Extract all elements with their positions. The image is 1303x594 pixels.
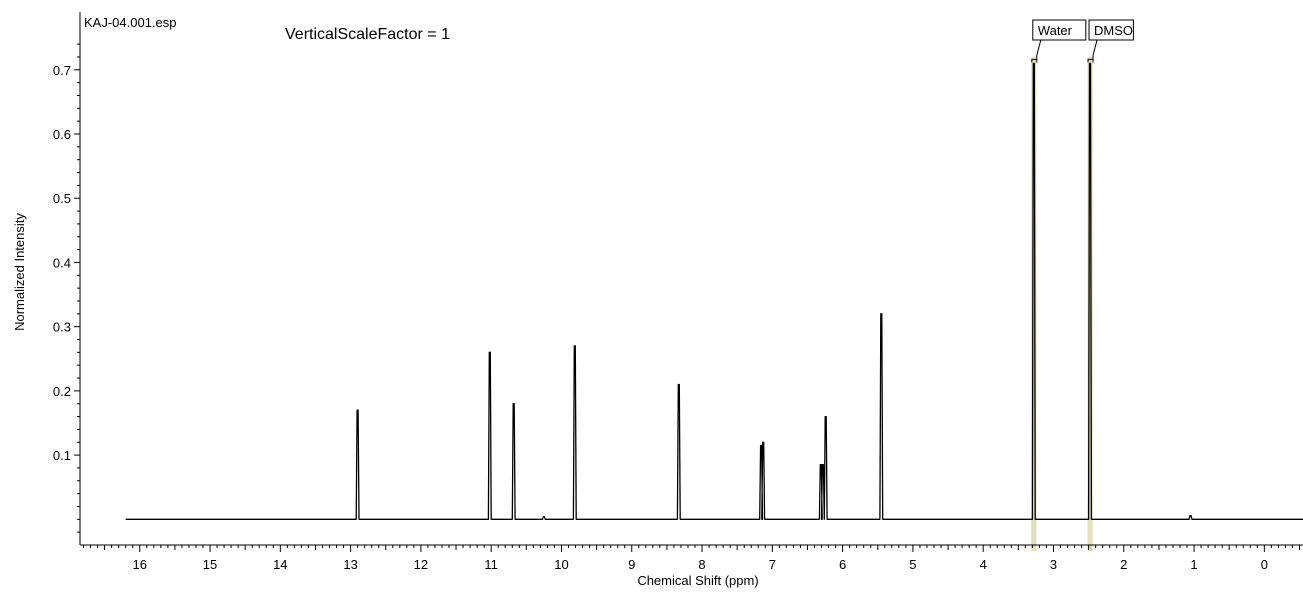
x-tick-label: 0 (1261, 557, 1268, 572)
x-tick-label: 3 (1050, 557, 1057, 572)
y-tick-label: 0.7 (53, 63, 71, 78)
x-axis-title: Chemical Shift (ppm) (637, 573, 758, 588)
spectrum-line (125, 62, 1303, 520)
x-tick-label: 12 (414, 557, 428, 572)
peak-annotations: Water DMSO (1031, 19, 1134, 63)
x-tick-label: 9 (628, 557, 635, 572)
x-tick-label: 11 (484, 557, 498, 572)
y-tick-label: 0.5 (53, 191, 71, 206)
x-tick-label: 14 (273, 557, 287, 572)
x-tick-label: 16 (133, 557, 147, 572)
x-tick-label: 2 (1120, 557, 1127, 572)
y-tick-label: 0.4 (53, 255, 71, 270)
y-axis-ticks: 0.1 0.2 0.3 0.4 0.5 0.6 0.7 (53, 43, 80, 533)
y-tick-label: 0.2 (53, 384, 71, 399)
annotation-label: Water (1038, 23, 1073, 38)
x-tick-label: 15 (203, 557, 217, 572)
x-tick-label: 5 (909, 557, 916, 572)
annotation-box (1088, 19, 1134, 41)
x-tick-label: 6 (839, 557, 846, 572)
y-tick-label: 0.1 (53, 448, 71, 463)
file-label: KAJ-04.001.esp (84, 15, 177, 30)
x-tick-label: 10 (554, 557, 568, 572)
annotation-box (1032, 19, 1087, 41)
x-tick-label: 13 (343, 557, 357, 572)
x-tick-label: 1 (1190, 557, 1197, 572)
x-tick-label: 4 (980, 557, 987, 572)
annotation-label: DMSO (1094, 23, 1133, 38)
y-tick-label: 0.3 (53, 320, 71, 335)
peak-highlight (1087, 56, 1093, 551)
annotation-leader (1092, 39, 1098, 60)
y-axis-title: Normalized Intensity (12, 213, 27, 331)
annotation-leader (1036, 39, 1042, 60)
header-text: VerticalScaleFactor = 1 (285, 26, 450, 43)
peak-highlight (1031, 56, 1037, 551)
x-tick-label: 8 (698, 557, 705, 572)
y-tick-label: 0.6 (53, 127, 71, 142)
x-tick-label: 7 (769, 557, 776, 572)
x-axis-ticks: 16 15 14 13 12 11 10 9 8 7 6 5 4 3 2 1 0 (83, 545, 1300, 572)
peak-highlights (1031, 56, 1093, 551)
annotation-marker (1031, 58, 1038, 63)
annotation-marker (1087, 58, 1094, 63)
